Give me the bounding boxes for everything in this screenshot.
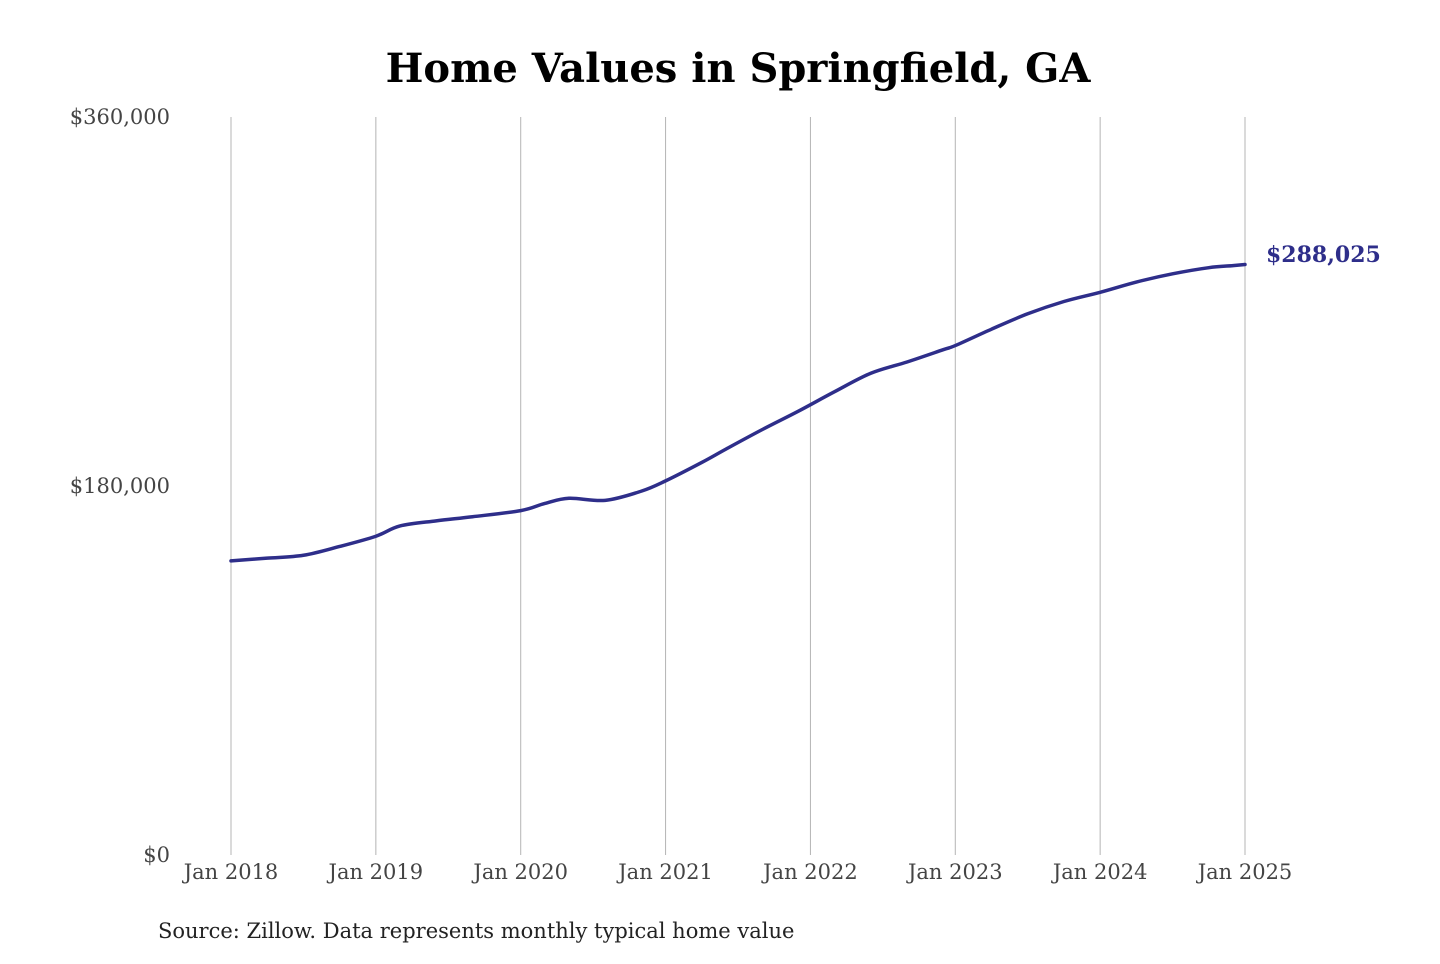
x-tick-label: Jan 2020 <box>471 860 568 884</box>
home-value-line <box>229 262 1247 563</box>
x-tick-label: Jan 2021 <box>616 860 713 884</box>
x-tick-label: Jan 2019 <box>327 860 424 884</box>
y-tick-label: $180,000 <box>70 474 170 498</box>
series-layer <box>229 262 1247 563</box>
x-axis-labels: Jan 2018 Jan 2019 Jan 2020 Jan 2021 Jan 2022… <box>182 860 1293 884</box>
source-note: Source: Zillow. Data represents monthly … <box>158 919 794 943</box>
x-tick-label: Jan 2024 <box>1051 860 1148 884</box>
x-tick-label: Jan 2023 <box>906 860 1003 884</box>
x-tick-label: Jan 2022 <box>761 860 858 884</box>
y-tick-label: $0 <box>143 843 170 867</box>
gridlines <box>230 117 1246 855</box>
y-tick-label: $360,000 <box>70 105 170 129</box>
end-value-label: $288,025 <box>1266 242 1381 268</box>
x-tick-label: Jan 2025 <box>1196 860 1293 884</box>
y-axis-labels: $0 $180,000 $360,000 <box>70 105 170 867</box>
x-tick-label: Jan 2018 <box>182 860 279 884</box>
chart-title: Home Values in Springfield, GA <box>386 45 1092 92</box>
